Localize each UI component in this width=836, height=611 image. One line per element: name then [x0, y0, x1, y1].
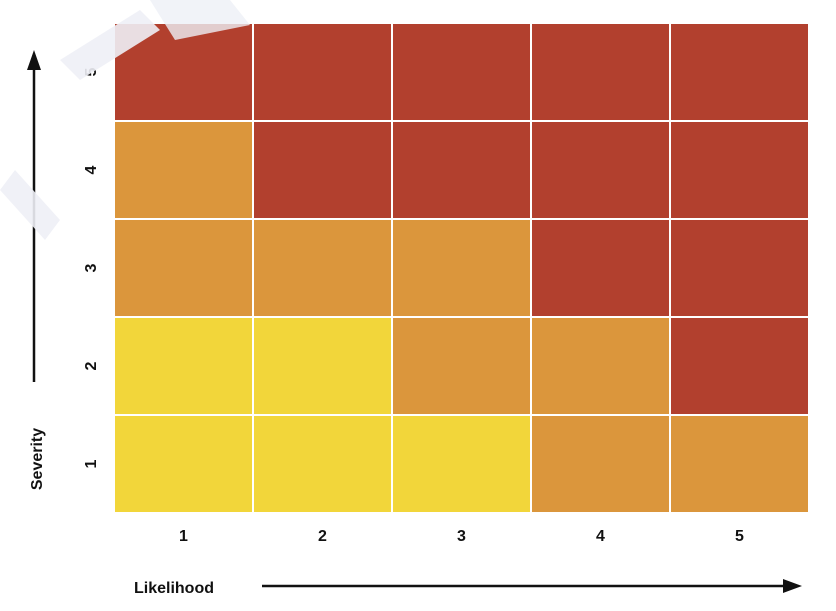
x-tick-label-3: 3: [457, 528, 466, 545]
heatmap-cell-s2-l2: [252, 316, 393, 416]
heatmap-cell-s1-l4: [530, 414, 671, 514]
heatmap-cell-s5-l1: [113, 22, 254, 122]
x-axis-arrowhead: [783, 579, 802, 593]
y-tick-label-4: 4: [83, 165, 100, 174]
heatmap-cell-s1-l1: [113, 414, 254, 514]
heatmap-cell-s5-l2: [252, 22, 393, 122]
y-tick-label-3: 3: [83, 263, 100, 272]
heatmap-cell-s2-l1: [113, 316, 254, 416]
y-tick-label-5: 5: [83, 67, 100, 76]
y-tick-labels: 1 2 3 4 5: [83, 67, 100, 468]
y-axis-title: Severity: [29, 428, 46, 490]
x-tick-labels: 1 2 3 4 5: [179, 528, 744, 545]
heatmap-cell-s4-l1: [113, 120, 254, 220]
x-tick-label-5: 5: [735, 528, 744, 545]
heatmap-cell-s5-l3: [391, 22, 532, 122]
y-tick-label-1: 1: [83, 459, 100, 468]
heatmap-cell-s2-l3: [391, 316, 532, 416]
heatmap-cell-s3-l4: [530, 218, 671, 318]
heatmap-cell-s3-l5: [669, 218, 810, 318]
heatmap-cells: [113, 22, 810, 514]
heatmap-cell-s1-l3: [391, 414, 532, 514]
x-tick-label-2: 2: [318, 528, 327, 545]
heatmap-cell-s4-l5: [669, 120, 810, 220]
heatmap-cell-s4-l3: [391, 120, 532, 220]
y-axis-arrowhead: [27, 50, 41, 70]
heatmap-cell-s5-l5: [669, 22, 810, 122]
x-axis-title: Likelihood: [134, 580, 214, 597]
heatmap-cell-s4-l2: [252, 120, 393, 220]
y-tick-label-2: 2: [83, 361, 100, 370]
heatmap-cell-s3-l1: [113, 218, 254, 318]
heatmap-cell-s2-l4: [530, 316, 671, 416]
x-tick-label-1: 1: [179, 528, 188, 545]
heatmap-cell-s1-l5: [669, 414, 810, 514]
heatmap-cell-s3-l2: [252, 218, 393, 318]
heatmap-cell-s3-l3: [391, 218, 532, 318]
heatmap-cell-s5-l4: [530, 22, 671, 122]
x-tick-label-4: 4: [596, 528, 605, 545]
heatmap-cell-s1-l2: [252, 414, 393, 514]
heatmap-cell-s2-l5: [669, 316, 810, 416]
heatmap-cell-s4-l4: [530, 120, 671, 220]
